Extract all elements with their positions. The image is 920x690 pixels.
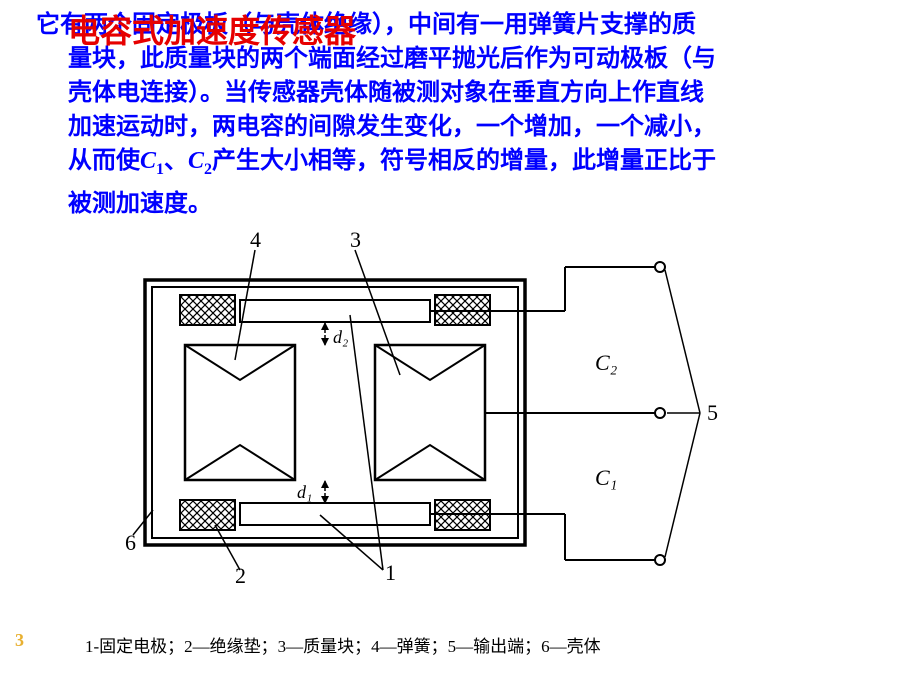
page-title: 电容式加速度传感器 [68, 6, 356, 52]
label-4: 4 [250, 227, 261, 252]
label-6: 6 [125, 530, 136, 555]
c1-sub: 1 [156, 161, 164, 178]
desc-line5b: 、 [164, 148, 188, 174]
desc-line5a: 从而使 [68, 148, 140, 174]
label-5: 5 [707, 400, 718, 425]
label-2: 2 [235, 563, 246, 585]
label-C1: C₁ [595, 465, 617, 490]
sensor-diagram: 4 3 d₂ d₁ 1 2 6 5 C₂ C₁ [125, 225, 805, 585]
c2-sub: 2 [204, 161, 212, 178]
desc-line5c: 产生大小相等，符号相反的增量，此增量正比于 [212, 148, 716, 174]
desc-line3: 壳体电连接）。当传感器壳体随被测对象在垂直方向上作直线 [68, 80, 704, 106]
label-1: 1 [385, 560, 396, 585]
figure-legend: 1-固定电极；2—绝缘垫；3—质量块；4—弹簧；5—输出端；6—壳体 [85, 632, 601, 657]
c1-var: C [140, 148, 156, 174]
page-number: 3 [15, 630, 24, 651]
label-3: 3 [350, 227, 361, 252]
desc-line6: 被测加速度。 [68, 191, 212, 217]
label-d2: d₂ [333, 327, 348, 347]
label-d1: d₁ [297, 482, 312, 502]
c2-var: C [188, 148, 204, 174]
desc-line4: 加速运动时，两电容的间隙发生变化，一个增加，一个减小， [68, 114, 716, 140]
label-C2: C₂ [595, 350, 618, 375]
